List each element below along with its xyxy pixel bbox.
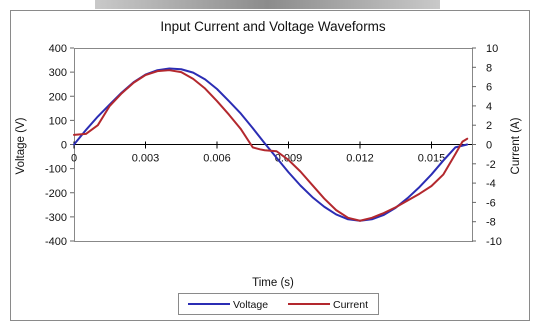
right-axis-ticks: 10 8 6 4 2 0 -2 -4 -6 -8 -10 — [472, 43, 502, 248]
right-tick-label: 2 — [486, 120, 492, 132]
left-tick-label: 0 — [61, 140, 67, 152]
top-shadow-bar — [95, 0, 440, 9]
right-tick-label: 4 — [486, 101, 492, 113]
left-tick-label: -300 — [45, 212, 67, 224]
right-tick-label: -10 — [486, 236, 502, 248]
x-tick-label: 0.015 — [418, 153, 446, 165]
x-tick-label: 0.009 — [275, 153, 303, 165]
left-tick-label: -200 — [45, 188, 67, 200]
legend-box — [178, 293, 379, 315]
right-tick-label: -2 — [486, 159, 496, 171]
series-layer — [73, 67, 469, 222]
right-tick-label: 6 — [486, 82, 492, 94]
left-tick-label: 400 — [49, 43, 67, 55]
x-tick-label: 0.003 — [132, 153, 160, 165]
right-tick-label: 10 — [486, 43, 498, 55]
left-tick-label: -100 — [45, 164, 67, 176]
legend: Voltage Current — [178, 293, 379, 315]
x-axis-label: Time (s) — [252, 277, 294, 289]
right-tick-label: -4 — [486, 178, 496, 190]
chart-title: Input Current and Voltage Waveforms — [160, 19, 386, 34]
chart-border — [10, 10, 530, 321]
left-axis-ticks: 400 300 200 100 0 -100 -200 -300 -400 — [45, 43, 74, 248]
left-tick-label: -400 — [45, 236, 67, 248]
y-axis-right-label: Current (A) — [510, 117, 522, 174]
y-axis-left-label: Voltage (V) — [15, 117, 27, 174]
left-tick-label: 200 — [49, 91, 67, 103]
left-tick-label: 100 — [49, 115, 67, 127]
right-tick-label: -8 — [486, 217, 496, 229]
x-axis-ticks: 0 0.003 0.006 0.009 0.012 0.015 — [71, 141, 446, 165]
left-tick-label: 300 — [49, 67, 67, 79]
series-line-current — [73, 69, 469, 222]
right-tick-label: 0 — [486, 140, 492, 152]
x-tick-label: 0.006 — [203, 153, 231, 165]
legend-label-voltage: Voltage — [233, 299, 268, 311]
legend-label-current: Current — [333, 299, 368, 311]
x-tick-label: 0 — [71, 153, 77, 165]
right-tick-label: 8 — [486, 62, 492, 74]
x-tick-label: 0.012 — [346, 153, 374, 165]
right-tick-label: -6 — [486, 197, 496, 209]
